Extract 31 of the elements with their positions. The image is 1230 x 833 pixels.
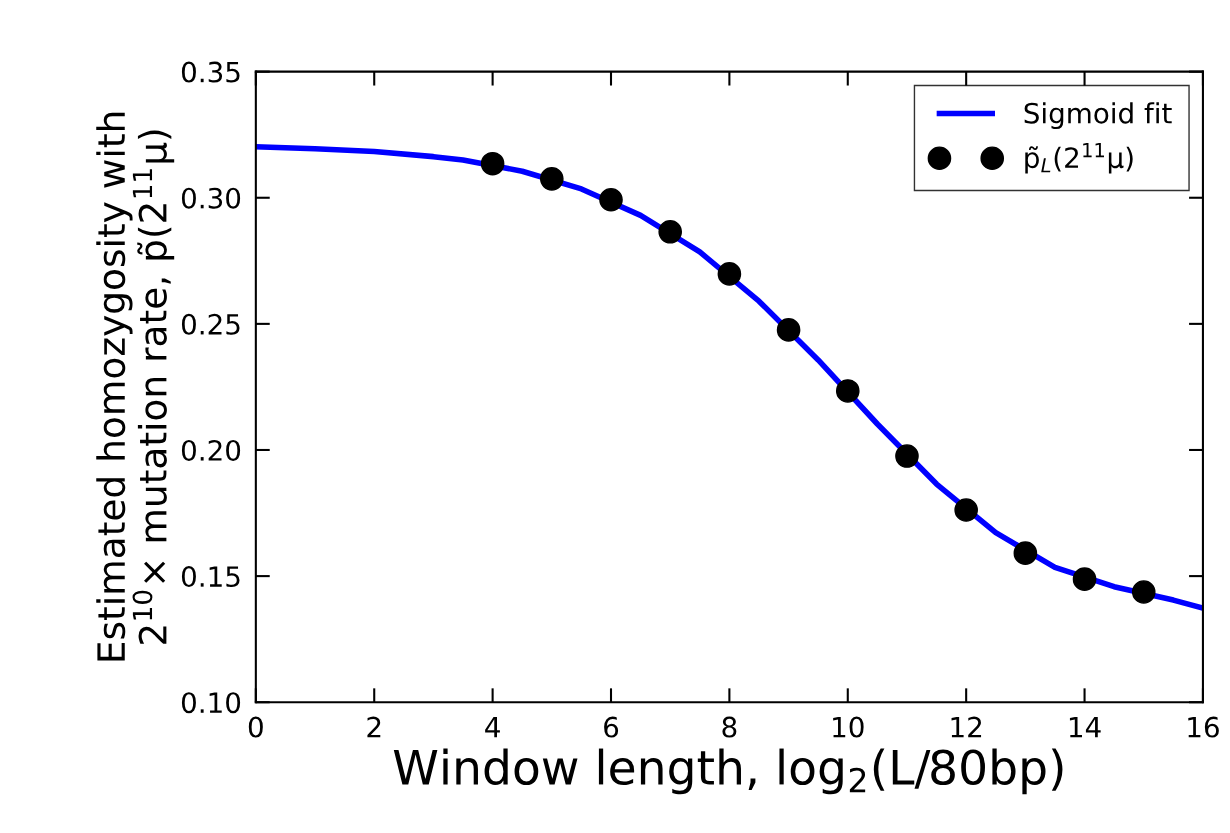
y-axis-title: Estimated homozygosity with 2$^{10}$× mutation rate, p̃(2$^{11}$μ): [96, 112, 175, 661]
x-tick-label: 12: [951, 716, 982, 738]
y-tick-label: 0.35: [181, 61, 240, 83]
x-tick-label: 4: [485, 716, 500, 738]
x-tick-label: 10: [833, 716, 864, 738]
point: [658, 219, 683, 244]
x-tick-label: 6: [604, 716, 619, 738]
point: [1013, 541, 1038, 565]
point: [1131, 580, 1156, 604]
point: [895, 444, 919, 468]
point: [835, 379, 860, 403]
y-tick-label: 0.10: [181, 692, 241, 714]
x-axis-title: Window length, log$_{2}$(L/80bp): [393, 748, 1063, 795]
x-tick-label: 0: [248, 716, 263, 738]
x-tick-label: 16: [1188, 716, 1219, 738]
y-tick-label: 0.25: [181, 313, 240, 335]
point: [954, 498, 978, 522]
y-tick-label: 0.20: [181, 439, 241, 461]
point: [599, 187, 623, 212]
point: [717, 262, 742, 286]
point: [776, 318, 801, 342]
point: [1072, 567, 1097, 591]
point: [480, 151, 505, 176]
x-tick-label: 2: [367, 716, 381, 738]
legend-label: p̃$_{L}$(2$^{11}$μ): [1025, 142, 1133, 174]
y-tick-label: 0.15: [181, 566, 240, 588]
point: [540, 167, 564, 191]
x-tick-label: 8: [722, 716, 737, 738]
legend-label: Sigmoid fit: [1024, 102, 1172, 130]
y-tick-label: 0.30: [181, 187, 241, 209]
x-tick-label: 14: [1069, 716, 1101, 738]
